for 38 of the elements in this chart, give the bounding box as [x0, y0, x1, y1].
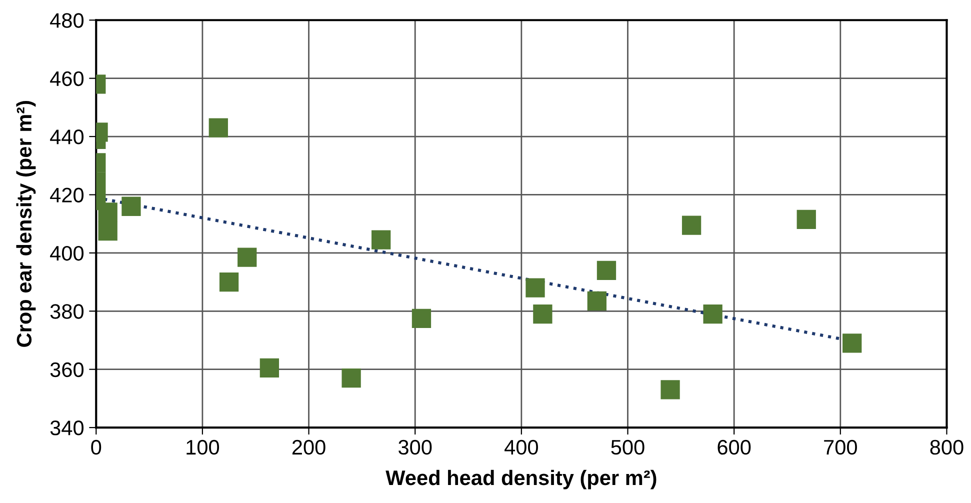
point — [238, 248, 257, 267]
x-axis-title: Weed head density (per m²) — [386, 470, 656, 490]
point — [587, 291, 606, 311]
point — [98, 222, 118, 241]
x-tick-label: 300 — [398, 440, 432, 455]
y-tick-label: 420 — [50, 188, 84, 202]
point — [796, 210, 816, 230]
x-tick-label: 100 — [186, 440, 220, 455]
x-tick-label: 400 — [504, 440, 538, 455]
y-tick-label: 460 — [50, 71, 84, 86]
point — [596, 260, 616, 280]
point — [342, 368, 361, 388]
point — [842, 334, 862, 353]
point — [122, 196, 141, 216]
point — [208, 118, 228, 138]
x-tick-label: 200 — [292, 440, 326, 455]
y-tick-label: 440 — [50, 130, 84, 144]
point — [219, 272, 239, 292]
point — [372, 230, 391, 250]
point — [412, 308, 432, 328]
x-tick-label: 800 — [930, 440, 964, 455]
point — [703, 304, 722, 324]
y-tick-label: 340 — [50, 420, 84, 436]
x-tick-label: 600 — [718, 440, 751, 455]
point — [526, 278, 545, 298]
x-tick-label: 700 — [824, 440, 857, 455]
point — [682, 216, 702, 235]
x-tick-label: 0 — [91, 440, 102, 455]
y-tick-label: 400 — [50, 246, 84, 261]
x-tick-label: 500 — [611, 440, 644, 455]
point — [660, 380, 680, 400]
y-tick-label: 480 — [50, 13, 84, 28]
point — [533, 304, 552, 324]
y-tick-label: 360 — [50, 362, 84, 378]
y-tick-label: 380 — [50, 304, 84, 319]
y-axis-title: Crop ear density (per m²) — [16, 101, 36, 347]
point — [260, 358, 280, 378]
point — [98, 202, 118, 222]
